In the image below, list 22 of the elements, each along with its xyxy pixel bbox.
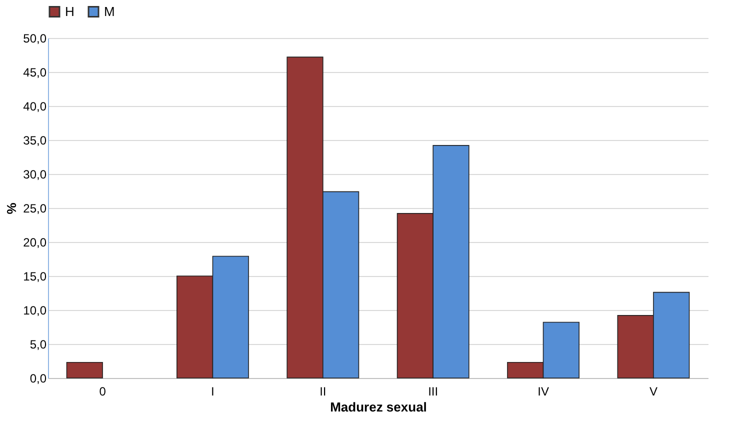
x-tick-label: III <box>428 384 438 398</box>
x-tick-label: I <box>211 384 214 398</box>
y-tick-label: 5,0 <box>30 338 47 352</box>
y-tick-label: 0,0 <box>30 372 47 386</box>
bar <box>66 362 103 378</box>
x-tick-label: 0 <box>99 384 106 398</box>
legend-label: H <box>65 4 74 19</box>
y-tick-label: 45,0 <box>23 66 47 80</box>
y-axis-title: % <box>4 202 20 214</box>
y-tick-label: 20,0 <box>23 236 47 250</box>
y-tick-label: 35,0 <box>23 134 47 148</box>
y-tick-label: 25,0 <box>23 202 47 216</box>
x-axis-title: Madurez sexual <box>330 400 427 414</box>
legend-label: M <box>104 4 115 19</box>
x-tick-label: IV <box>538 384 549 398</box>
y-tick-label: 10,0 <box>23 304 47 318</box>
x-tick-label: II <box>320 384 326 398</box>
y-tick-label: 50,0 <box>23 32 47 46</box>
y-tick-label: 15,0 <box>23 270 47 284</box>
y-tick-label: 40,0 <box>23 100 47 114</box>
x-tick-label: V <box>649 384 658 398</box>
y-tick-label: 30,0 <box>23 168 47 182</box>
